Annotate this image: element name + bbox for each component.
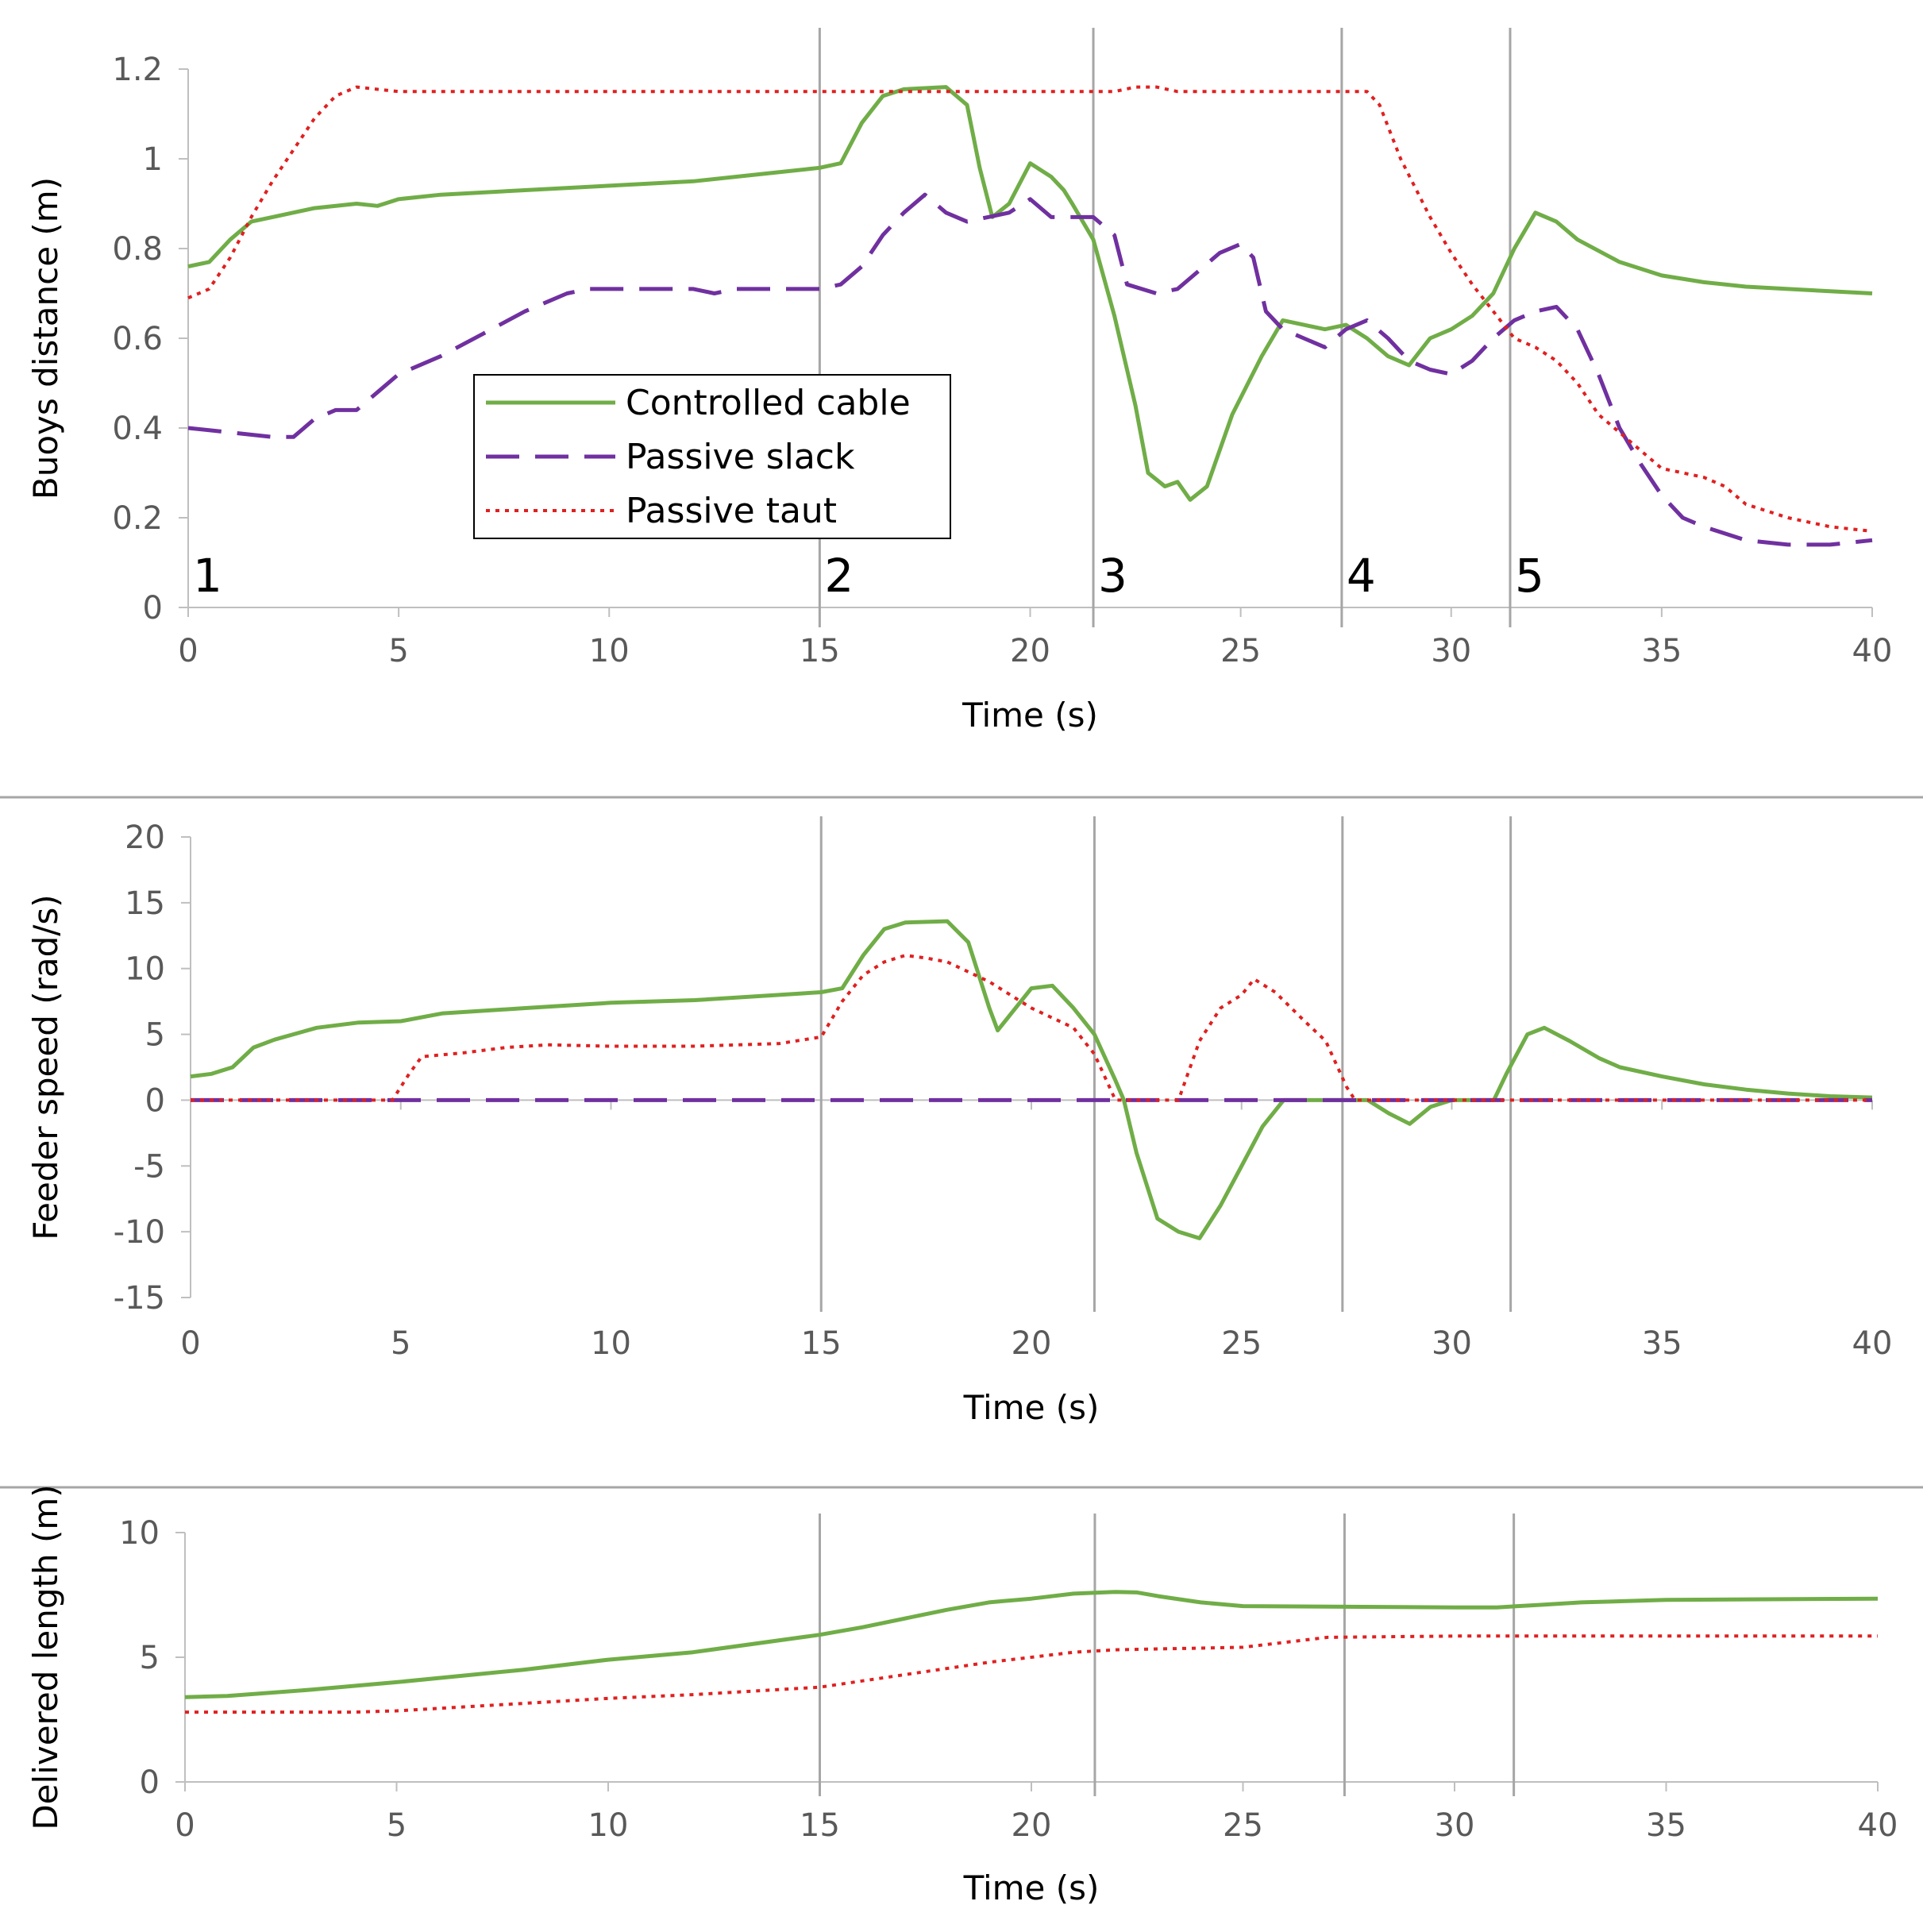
panel-delivered-length: 0 5 10 0 5 10 15 20 25 30 35 40 Time (s) Delivered le… [26,1484,1898,1907]
y-tick-label: 10 [125,951,165,988]
y-tick-label: -15 [114,1280,165,1317]
x-tick-label: 20 [1012,1807,1052,1844]
x-tick-label: 35 [1646,1807,1686,1844]
y-tick-label: 1.2 [112,52,163,88]
series-line-passive-slack [187,192,1873,547]
phase-label: 4 [1347,549,1376,603]
y-tick-label: 0 [143,590,163,627]
legend-label: Passive taut [626,491,837,531]
legend: Controlled cable Passive slack Passive tau… [473,374,951,539]
series-line-passive-taut [191,954,1872,1102]
x-tick-label: 40 [1852,1325,1893,1362]
y-axis-title: Feeder speed (rad/s) [26,894,65,1240]
phase-label: 1 [193,549,222,603]
y-tick-label: -5 [133,1148,165,1185]
phase-label: 3 [1098,549,1127,603]
x-tick-label: 40 [1852,633,1893,669]
y-tick-label: 0 [140,1764,160,1801]
x-tick-label: 10 [589,633,630,669]
y-tick-label: 0.4 [112,411,163,447]
y-axis-title: Buoys distance (m) [26,177,65,499]
series-line-passive-taut [185,1634,1878,1714]
y-tick-label: 0 [145,1082,165,1119]
x-tick-label: 5 [388,633,408,669]
x-tick-label: 35 [1642,1325,1682,1362]
x-tick-label: 15 [800,633,840,669]
y-tick-label: 0.2 [112,500,163,537]
x-tick-label: 35 [1641,633,1682,669]
y-tick-label: 15 [125,885,165,922]
y-tick-label: 20 [125,819,165,856]
y-tick-label: 1 [143,141,163,178]
series-line-passive-taut [187,85,1873,533]
x-tick-label: 30 [1435,1807,1475,1844]
x-tick-label: 25 [1223,1807,1263,1844]
x-axis-title: Time (s) [962,696,1098,735]
x-tick-label: 10 [591,1325,631,1362]
x-axis-title: Time (s) [963,1868,1100,1907]
x-tick-label: 5 [391,1325,410,1362]
x-tick-label: 0 [175,1807,195,1844]
series-line-controlled-cable [190,919,1873,1240]
phase-label: 2 [824,549,854,603]
panel-feeder-speed: -15 -10 -5 0 5 10 15 20 0 5 10 15 20 25 30 35 40 Time (s)… [26,816,1892,1427]
x-tick-label: 0 [178,633,198,669]
x-tick-label: 40 [1858,1807,1898,1844]
x-tick-label: 10 [588,1807,629,1844]
x-tick-label: 0 [180,1325,200,1362]
x-tick-label: 15 [800,1807,840,1844]
y-tick-label: 10 [119,1515,160,1552]
x-tick-label: 25 [1221,1325,1262,1362]
x-axis-title: Time (s) [963,1388,1100,1427]
legend-label: Passive slack [626,437,855,477]
y-tick-label: 5 [140,1640,160,1676]
y-axis-title: Delivered length (m) [26,1484,65,1830]
x-tick-label: 5 [387,1807,407,1844]
x-tick-label: 30 [1431,633,1471,669]
y-tick-label: 0.6 [112,321,163,357]
x-tick-label: 15 [801,1325,842,1362]
y-tick-label: -10 [114,1214,165,1251]
x-tick-label: 25 [1220,633,1261,669]
x-tick-label: 30 [1432,1325,1472,1362]
x-tick-label: 20 [1010,633,1050,669]
x-tick-label: 20 [1012,1325,1052,1362]
series-line-controlled-cable [184,1590,1879,1699]
phase-label: 5 [1515,549,1544,603]
y-tick-label: 5 [145,1017,165,1054]
legend-label: Controlled cable [626,383,911,423]
y-tick-label: 0.8 [112,231,163,268]
series-line-controlled-cable [187,85,1873,502]
